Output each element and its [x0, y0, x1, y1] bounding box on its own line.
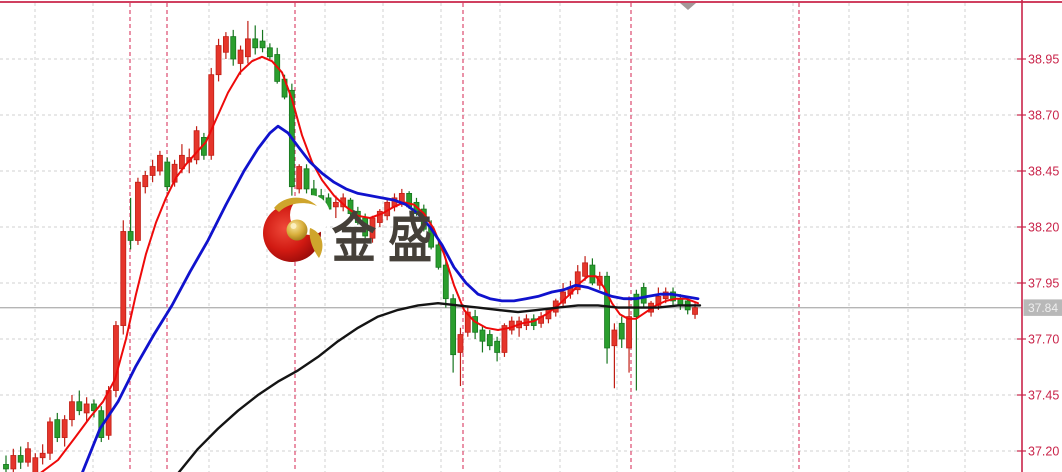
current-price-tag: [1023, 299, 1062, 316]
candle-body: [32, 457, 39, 472]
axis-tick-label: 38.70: [1028, 109, 1059, 123]
candle-body: [127, 231, 134, 241]
candle-body: [296, 166, 303, 190]
candle-body: [230, 36, 237, 60]
candle-body: [69, 401, 75, 421]
candle-body: [670, 291, 676, 302]
candle-body: [215, 45, 222, 76]
candle-body: [113, 325, 119, 391]
candle-body: [501, 325, 508, 353]
candle-body: [604, 275, 610, 349]
logo-gold-leaf-right: [309, 228, 323, 258]
candle-body: [332, 201, 339, 208]
candle-body: [464, 311, 471, 333]
candle-body: [486, 334, 493, 347]
watermark-text: 金 盛: [331, 209, 432, 269]
candle-body: [450, 298, 457, 356]
candle-body: [303, 168, 310, 190]
candle-body: [582, 262, 588, 277]
candle-body: [442, 264, 449, 300]
mid-ma-blue: [81, 124, 700, 472]
candle-body: [39, 452, 46, 459]
axis-tick-labels: 38.95 38.70 38.45 38.20 37.95 37.70 37.45 37.20: [1017, 53, 1059, 459]
moving-average-lines: [40, 55, 702, 472]
candle-body: [120, 231, 127, 326]
candle-body: [574, 271, 581, 291]
candle-body: [479, 329, 486, 342]
candle-body: [457, 334, 464, 353]
axis-tick-label: 38.20: [1028, 221, 1059, 235]
candle-body: [135, 181, 141, 241]
logo-gold-ball: [286, 219, 308, 241]
candle-body: [76, 401, 83, 412]
candle-body: [376, 210, 383, 223]
candle-body: [244, 38, 251, 58]
candle-body: [47, 421, 53, 454]
candle-body: [157, 154, 163, 172]
price-axis[interactable]: 38.95 38.70 38.45 38.20 37.95 37.70 37.45 37.20…: [1017, 0, 1062, 472]
current-price-tag-value: 37.84: [1028, 301, 1058, 315]
candle-body: [640, 287, 647, 304]
candle-body: [618, 322, 625, 340]
candle-body: [10, 455, 17, 470]
axis-tick-label: 37.20: [1028, 445, 1059, 459]
candle-body: [633, 293, 640, 318]
axis-tick-label: 37.70: [1028, 333, 1059, 347]
candle-body: [472, 316, 479, 333]
candle-body: [61, 419, 68, 438]
candle-body: [208, 74, 215, 156]
candle-body: [83, 403, 90, 414]
candle-body: [91, 403, 97, 412]
candle-body: [692, 307, 698, 315]
fast-ma-red: [40, 55, 699, 472]
candle-body: [237, 49, 244, 64]
day-separator-lines: [129, 3, 800, 472]
candle-body: [266, 47, 273, 58]
logo-gold-ball-highlight: [290, 223, 297, 229]
candle-body: [494, 340, 501, 353]
candle-body: [3, 464, 9, 470]
scroll-position-marker: [680, 3, 696, 10]
axis-tick-label: 38.95: [1028, 53, 1059, 67]
axis-tick-label: 38.45: [1028, 165, 1059, 179]
candle-body: [252, 38, 259, 49]
candle-body: [17, 455, 24, 463]
candle-body: [193, 130, 200, 161]
slow-ma-black: [177, 302, 702, 472]
candle-body: [164, 161, 171, 188]
axis-tick-label: 37.45: [1028, 389, 1059, 403]
broker-logo: 金 盛: [263, 195, 432, 269]
candle-body: [259, 40, 266, 49]
candle-body: [222, 36, 229, 53]
logo-gold-leaf-top: [274, 197, 317, 212]
candle-body: [626, 316, 632, 349]
candle-body: [589, 264, 596, 284]
candle-body: [347, 199, 354, 214]
grid-lines: [0, 3, 1022, 472]
candle-body: [54, 419, 61, 438]
axis-margin-background: [1022, 0, 1062, 472]
candle-body: [142, 175, 149, 188]
axis-tick-label: 37.95: [1028, 277, 1059, 291]
candle-body: [149, 166, 156, 176]
candle-body: [25, 448, 31, 463]
candle-body: [611, 329, 618, 347]
candle-body: [435, 244, 442, 268]
